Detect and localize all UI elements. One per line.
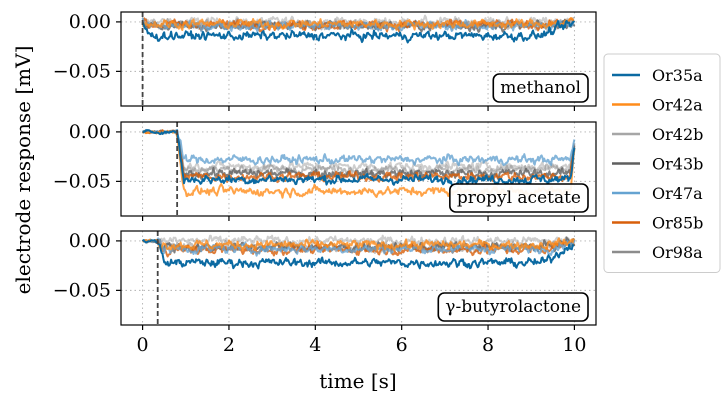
- legend-label-or43b: Or43b: [652, 155, 703, 174]
- traces: [141, 14, 576, 44]
- x-axis-label: time [s]: [319, 369, 396, 393]
- y-tick-label: 0.00: [69, 11, 111, 33]
- legend-frame: [603, 53, 721, 273]
- x-tick-label: 10: [562, 334, 586, 356]
- x-tick-label: 0: [137, 334, 149, 356]
- y-axis-label: electrode response [mV]: [11, 46, 35, 295]
- series-line-or42a: [141, 17, 575, 31]
- legend-label-or85b: Or85b: [652, 214, 703, 233]
- panel-annotation-label: propyl acetate: [457, 188, 581, 208]
- x-tick-label: 8: [482, 334, 494, 356]
- series-line-or35a: [142, 129, 576, 188]
- y-tick-label: 0.00: [69, 230, 111, 252]
- series-line-or42b: [142, 234, 576, 249]
- panel-annotation-box: [437, 292, 589, 322]
- legend-label-or35a: Or35a: [652, 66, 703, 85]
- series-line-or35a: [141, 19, 576, 44]
- panel-frame: [120, 121, 597, 217]
- y-tick-label: −0.05: [53, 60, 111, 82]
- panels-group: 0.00 −0.05 methanol 0.00 −0.05 propyl acetate…: [53, 11, 597, 356]
- panel-annotation-box: [449, 183, 589, 213]
- traces: [141, 234, 576, 270]
- series-line-or42a: [141, 237, 576, 252]
- y-tick-label: −0.05: [53, 170, 111, 192]
- panel-annotation-box: [492, 73, 589, 103]
- y-tick-label: −0.05: [53, 279, 111, 301]
- panel-frame: [120, 230, 597, 326]
- legend-label-or42a: Or42a: [652, 96, 703, 115]
- panel-annotation-label: γ-butyrolactone: [445, 297, 581, 317]
- panel-2: 0.00 −0.05 propyl acetate: [53, 121, 597, 221]
- legend-label-or98a: Or98a: [652, 243, 703, 262]
- panel-1: 0.00 −0.05 methanol: [53, 11, 597, 111]
- legend-label-or42b: Or42b: [652, 125, 703, 144]
- legend-label-or47a: Or47a: [652, 184, 703, 203]
- x-tick-label: 2: [223, 334, 235, 356]
- series-line-or47a: [141, 128, 576, 167]
- legend: Or35a Or42a Or42b Or43b Or47a Or85b Or98a: [603, 53, 721, 273]
- series-line-or35a: [141, 239, 575, 270]
- y-tick-label: 0.00: [69, 121, 111, 143]
- series-line-or43b: [142, 129, 576, 181]
- series-line-or47a: [142, 237, 576, 257]
- x-tick-label: 6: [396, 334, 408, 356]
- panel-frame: [120, 11, 597, 107]
- x-tick-label: 4: [309, 334, 321, 356]
- panel-annotation-label: methanol: [500, 78, 581, 98]
- traces: [141, 128, 576, 199]
- panel-3: 0.00 −0.05 0 2 4 6 8 10 γ-butyrolactone: [53, 230, 597, 356]
